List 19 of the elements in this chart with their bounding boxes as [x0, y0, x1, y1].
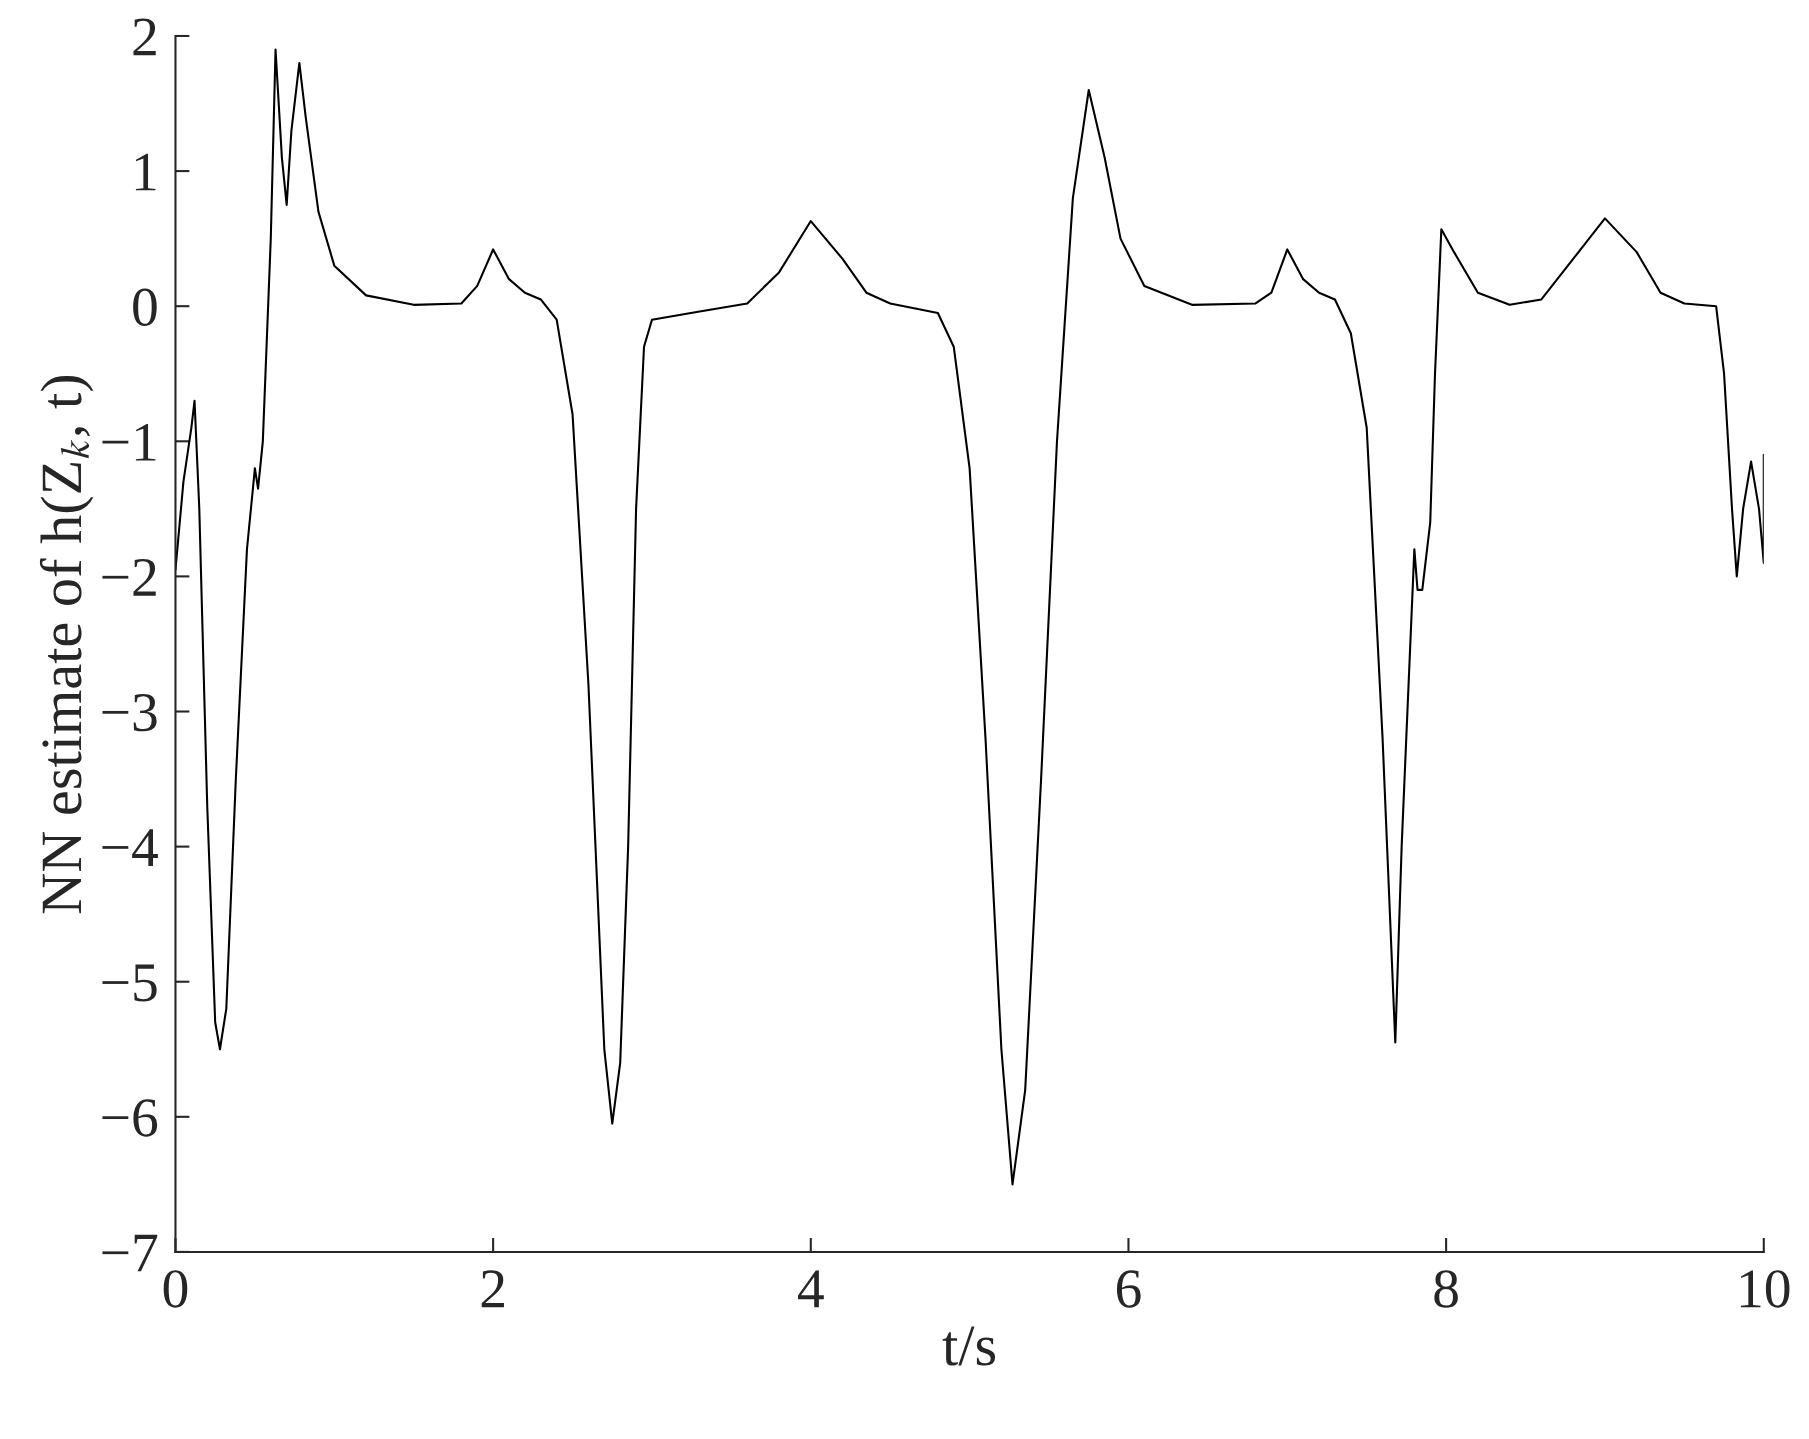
y-tick-label: −1 [102, 423, 156, 461]
y-tick-label: −7 [102, 1234, 158, 1272]
x-tick-label: 0 [163, 1270, 188, 1308]
y-axis-title: NN estimate of h(Z$_{k}$, t) [39, 375, 94, 914]
x-tick-label: 10 [1740, 1270, 1790, 1308]
x-axis-title: t/s [942, 1326, 996, 1366]
y-tick-label: −3 [102, 693, 157, 732]
x-tick-label: 8 [1434, 1270, 1458, 1308]
x-tick-label: 4 [797, 1270, 824, 1308]
y-tick-label: 2 [133, 18, 156, 56]
y-tick-label: −5 [102, 964, 157, 1002]
x-tick-label: 2 [481, 1270, 504, 1308]
x-tick-label: 6 [1116, 1270, 1141, 1308]
y-tick-label: 1 [135, 153, 156, 191]
y-tick-label: −2 [102, 558, 156, 596]
y-tick-label: 0 [133, 288, 157, 327]
line-series [175, 48, 1764, 1186]
y-tick-label: −4 [102, 829, 158, 866]
y-tick-label: −6 [102, 1099, 158, 1137]
